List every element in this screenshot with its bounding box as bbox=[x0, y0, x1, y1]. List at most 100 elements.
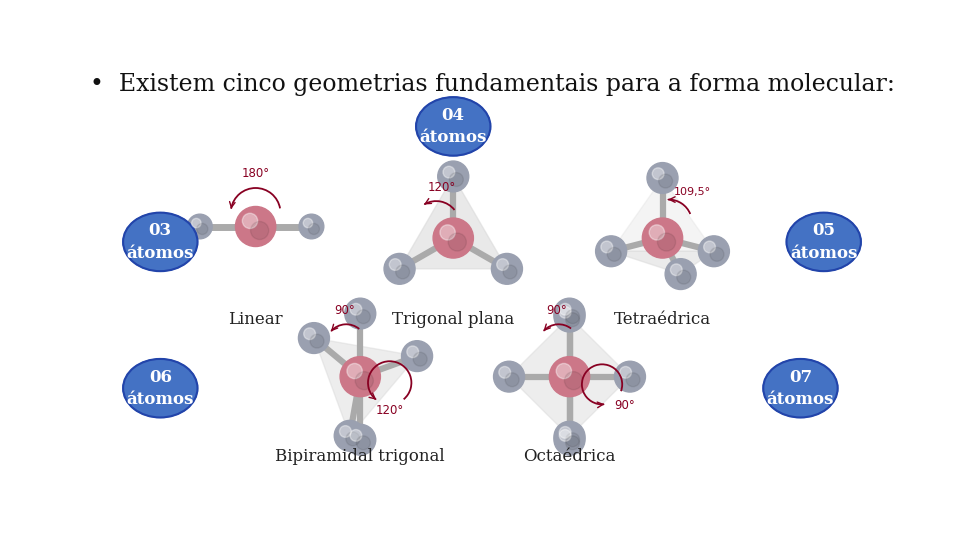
Circle shape bbox=[496, 259, 509, 271]
Circle shape bbox=[347, 363, 362, 379]
Text: Linear: Linear bbox=[228, 311, 283, 328]
Text: 04
átomos: 04 átomos bbox=[420, 107, 487, 146]
Circle shape bbox=[614, 361, 645, 392]
Circle shape bbox=[608, 247, 621, 261]
Circle shape bbox=[560, 427, 571, 438]
Circle shape bbox=[505, 373, 519, 387]
Circle shape bbox=[433, 218, 473, 258]
Circle shape bbox=[355, 372, 373, 390]
Text: 90°: 90° bbox=[614, 399, 636, 411]
Circle shape bbox=[503, 265, 517, 279]
Circle shape bbox=[565, 433, 580, 447]
Circle shape bbox=[401, 341, 433, 372]
Circle shape bbox=[710, 247, 724, 261]
Circle shape bbox=[560, 306, 571, 318]
Text: 109,5°: 109,5° bbox=[674, 187, 710, 197]
Circle shape bbox=[308, 224, 320, 234]
Text: 05
átomos: 05 átomos bbox=[790, 222, 857, 261]
Circle shape bbox=[565, 436, 580, 450]
Circle shape bbox=[620, 367, 632, 378]
Circle shape bbox=[413, 352, 427, 366]
Ellipse shape bbox=[123, 359, 198, 417]
Text: 90°: 90° bbox=[334, 304, 355, 317]
Circle shape bbox=[492, 253, 522, 284]
Circle shape bbox=[554, 301, 585, 332]
Ellipse shape bbox=[416, 97, 491, 156]
Circle shape bbox=[350, 303, 362, 315]
Circle shape bbox=[565, 310, 580, 323]
Circle shape bbox=[384, 253, 415, 284]
Circle shape bbox=[665, 259, 696, 289]
Circle shape bbox=[560, 303, 571, 315]
Circle shape bbox=[601, 241, 612, 253]
Circle shape bbox=[677, 270, 690, 284]
Circle shape bbox=[438, 161, 468, 192]
Text: 180°: 180° bbox=[242, 167, 270, 180]
Circle shape bbox=[443, 166, 455, 178]
Circle shape bbox=[440, 225, 455, 240]
Circle shape bbox=[187, 214, 212, 239]
Circle shape bbox=[192, 218, 201, 228]
Text: Trigonal plana: Trigonal plana bbox=[392, 311, 515, 328]
Circle shape bbox=[626, 373, 640, 387]
Circle shape bbox=[704, 241, 715, 253]
Circle shape bbox=[448, 233, 467, 251]
Circle shape bbox=[340, 426, 351, 437]
Circle shape bbox=[449, 173, 464, 186]
Circle shape bbox=[565, 313, 580, 327]
Circle shape bbox=[407, 346, 419, 357]
Ellipse shape bbox=[786, 213, 861, 271]
Circle shape bbox=[554, 298, 585, 329]
Text: 120°: 120° bbox=[375, 404, 404, 417]
Circle shape bbox=[499, 367, 511, 378]
Circle shape bbox=[554, 424, 585, 455]
Circle shape bbox=[356, 310, 371, 323]
Text: Tetraédrica: Tetraédrica bbox=[614, 311, 711, 328]
Text: 90°: 90° bbox=[546, 304, 567, 317]
Circle shape bbox=[647, 163, 678, 193]
Circle shape bbox=[303, 218, 313, 228]
Circle shape bbox=[659, 174, 673, 188]
Text: 06
átomos: 06 átomos bbox=[127, 369, 194, 408]
Polygon shape bbox=[314, 338, 417, 436]
Circle shape bbox=[345, 424, 375, 455]
Circle shape bbox=[251, 221, 269, 240]
Circle shape bbox=[493, 361, 524, 392]
Circle shape bbox=[345, 298, 375, 329]
Circle shape bbox=[299, 322, 329, 354]
Circle shape bbox=[549, 356, 589, 397]
Text: 03
átomos: 03 átomos bbox=[127, 222, 194, 261]
Circle shape bbox=[356, 436, 371, 450]
Circle shape bbox=[340, 356, 380, 397]
Circle shape bbox=[554, 421, 585, 452]
Polygon shape bbox=[509, 316, 630, 437]
Circle shape bbox=[350, 429, 362, 441]
Text: 120°: 120° bbox=[427, 181, 456, 194]
Polygon shape bbox=[612, 178, 714, 251]
Circle shape bbox=[642, 218, 683, 258]
Circle shape bbox=[390, 259, 401, 271]
Circle shape bbox=[556, 363, 571, 379]
Circle shape bbox=[560, 429, 571, 441]
Text: 07
átomos: 07 átomos bbox=[767, 369, 834, 408]
Circle shape bbox=[658, 233, 676, 251]
Circle shape bbox=[595, 236, 627, 267]
Circle shape bbox=[670, 264, 683, 275]
Ellipse shape bbox=[763, 359, 838, 417]
Circle shape bbox=[310, 334, 324, 348]
Circle shape bbox=[197, 224, 208, 234]
Circle shape bbox=[235, 206, 276, 247]
Circle shape bbox=[396, 265, 410, 279]
Circle shape bbox=[334, 421, 365, 451]
Circle shape bbox=[649, 225, 664, 240]
Text: Bipiramidal trigonal: Bipiramidal trigonal bbox=[276, 448, 445, 465]
Circle shape bbox=[564, 372, 583, 390]
Circle shape bbox=[652, 168, 664, 179]
Circle shape bbox=[346, 432, 360, 446]
Circle shape bbox=[698, 236, 730, 267]
Polygon shape bbox=[612, 251, 714, 274]
Circle shape bbox=[242, 213, 257, 228]
Circle shape bbox=[303, 328, 316, 340]
Ellipse shape bbox=[123, 213, 198, 271]
Polygon shape bbox=[399, 177, 507, 269]
